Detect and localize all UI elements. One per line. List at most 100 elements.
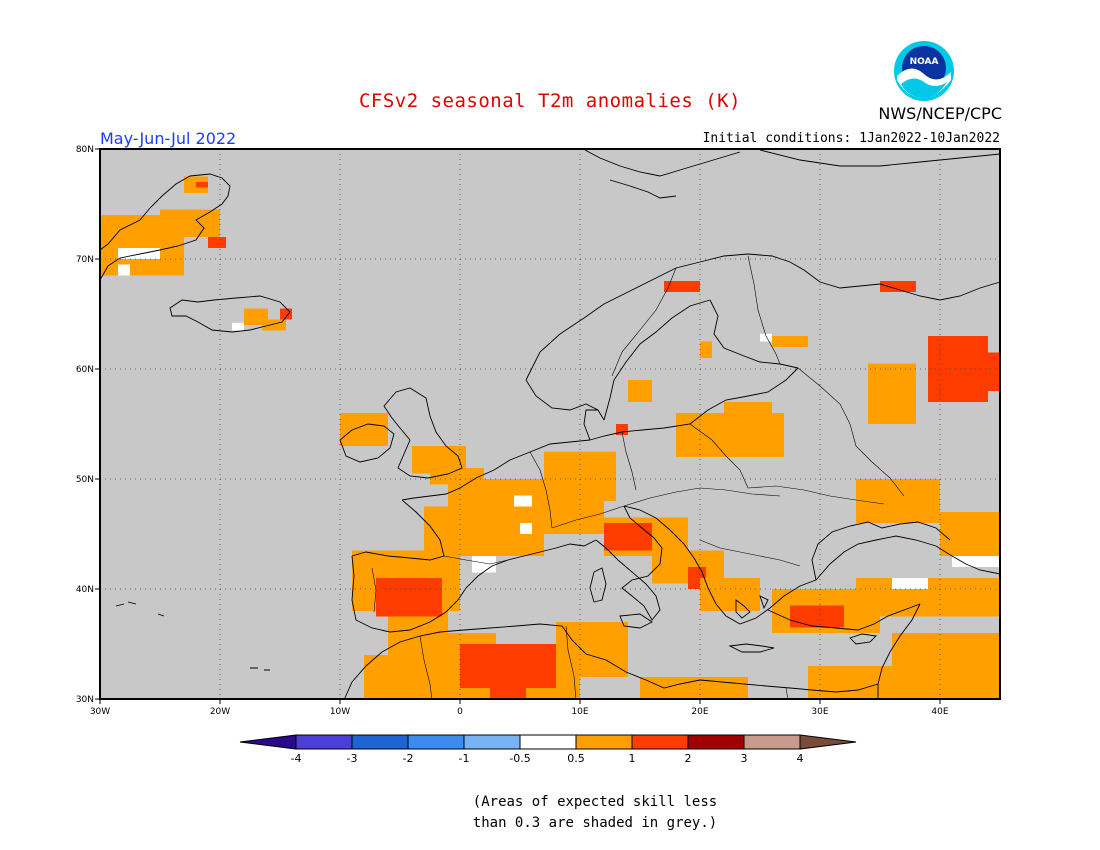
coast-iberia [351, 551, 541, 633]
anomaly-cell [724, 402, 772, 424]
anomaly-cell [376, 578, 442, 617]
anomaly-cell [556, 622, 628, 677]
colorbar-segment [407, 734, 465, 750]
anomaly-cell [790, 605, 844, 628]
anomaly-cell [880, 281, 916, 292]
colorbar-label: 3 [740, 752, 748, 765]
border-central [551, 487, 781, 529]
coast-north-sea [401, 439, 591, 501]
lon-tick-label: 40E [931, 707, 948, 717]
anomaly-cell [952, 556, 1000, 567]
colorbar-label: -1 [458, 752, 470, 765]
coast-denmark [583, 409, 598, 441]
coast-svalbard [584, 149, 741, 177]
coast-anatolia [767, 603, 921, 631]
border-ukraine [747, 485, 885, 505]
coast-biscay [351, 499, 445, 561]
anomaly-cell [700, 578, 760, 611]
axis-ticks: 80N 70N 60N 50N 40N 30N 30W 20W 10W 0 10E 20E 30E 40E [76, 145, 949, 717]
coast-canaries [250, 667, 270, 671]
coast-riviera [539, 539, 597, 553]
border-france-germany [529, 451, 553, 529]
lon-tick-label: 20E [691, 707, 708, 717]
chart-title: CFSv2 seasonal T2m anomalies (K) [358, 90, 742, 112]
logo-text: NOAA [910, 57, 939, 67]
anomaly-cell [520, 523, 532, 534]
skill-note-line-1: (Areas of expected skill less [472, 794, 718, 810]
anomaly-cell [340, 413, 388, 446]
initial-conditions-label: Initial conditions: 1Jan2022-10Jan2022 [702, 131, 1000, 146]
coast-adriatic [623, 505, 817, 625]
lat-tick-label: 30N [76, 695, 94, 705]
anomaly-cell [892, 578, 928, 589]
colorbar-label: -4 [290, 752, 302, 765]
coast-sardinia [589, 567, 607, 603]
coast-greenland [99, 173, 231, 281]
coast-baltic-east [709, 299, 799, 369]
anomaly-cell [232, 322, 244, 331]
lat-tick-label: 70N [76, 255, 94, 265]
anomaly-cell [772, 336, 808, 347]
colorbar-segment [687, 734, 745, 750]
coast-cyprus [849, 633, 877, 645]
border-algeria [419, 635, 433, 701]
skill-note: (Areas of expected skill less than 0.3 a… [0, 792, 1100, 834]
coast-crete [728, 643, 775, 653]
colorbar-segment [463, 734, 521, 750]
anomaly-cell [604, 523, 652, 551]
colorbar-label: 2 [684, 752, 692, 765]
coast-azores [115, 601, 165, 617]
coast-iceland [169, 295, 291, 333]
anomaly-cell [808, 666, 892, 699]
border-russia [797, 367, 905, 497]
coast-baltic-south [589, 367, 799, 441]
coast-sicily [619, 613, 653, 629]
border-poland-east [689, 423, 749, 489]
colorbar-label: -3 [346, 752, 358, 765]
colorbar-label: 4 [796, 752, 804, 765]
anomaly-cell [700, 341, 712, 358]
anomaly-cell [160, 209, 220, 237]
anomaly-cell [940, 512, 1000, 556]
anomaly-cell [868, 363, 916, 424]
colorbar-label: 1 [628, 752, 636, 765]
coast-svalbard-south [609, 179, 677, 199]
anomaly-cell [616, 424, 628, 435]
colorbar-segment [575, 734, 633, 750]
lat-tick-label: 60N [76, 365, 94, 375]
border-finland [747, 255, 781, 365]
coast-black-sea [815, 535, 1001, 581]
coast-novaya-zemlya [759, 149, 1001, 167]
coast-baltic-west [603, 299, 711, 421]
map-frame [99, 148, 1001, 700]
coast-italy [595, 505, 663, 621]
lon-tick-label: 10W [330, 707, 350, 717]
colorbar-segment [519, 734, 577, 750]
lon-tick-label: 30E [811, 707, 828, 717]
anomaly-cell [460, 644, 556, 688]
coast-black-sea-north [811, 521, 951, 581]
border-norway-sweden [611, 267, 677, 377]
anomaly-cell [664, 281, 700, 292]
anomaly-cell [472, 556, 496, 573]
anomaly-cell [118, 248, 160, 259]
anomaly-cell [514, 495, 532, 507]
coast-aegean [735, 595, 769, 619]
anomaly-cell [760, 333, 772, 342]
anomaly-cell [118, 264, 130, 276]
colorbar-label: -2 [402, 752, 414, 765]
anomaly-cell [628, 380, 652, 402]
coast-north-africa [343, 623, 879, 701]
noaa-logo: NOAA [894, 41, 954, 101]
anomaly-cell [856, 479, 940, 523]
border-balkans [699, 539, 801, 567]
lon-tick-label: 30W [90, 707, 110, 717]
lon-tick-label: 0 [457, 707, 463, 717]
lat-tick-label: 40N [76, 585, 94, 595]
colorbar-label: 0.5 [567, 752, 585, 765]
graticule [100, 149, 1000, 699]
colorbar-segment [631, 734, 689, 750]
colorbar-label: -0.5 [509, 752, 531, 765]
anomaly-cell [544, 490, 604, 534]
anomaly-cell [892, 633, 1000, 699]
